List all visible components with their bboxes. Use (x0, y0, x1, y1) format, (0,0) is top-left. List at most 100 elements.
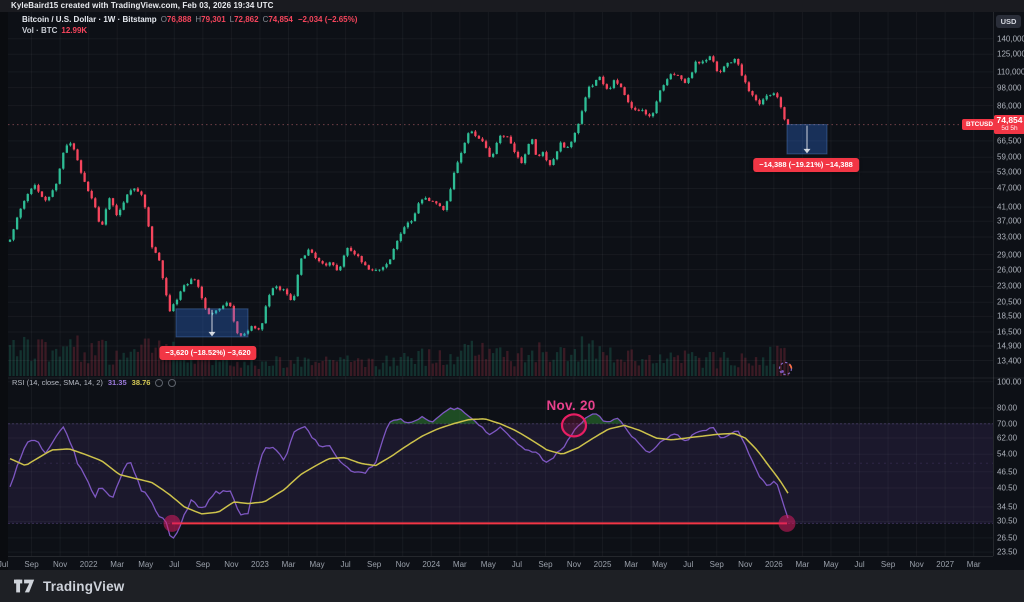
time-axis-label: Jul (169, 560, 180, 569)
price-tick-label: 37,000 (997, 216, 1022, 226)
time-axis-label: Sep (367, 560, 382, 569)
price-tick-label: 66,500 (997, 136, 1022, 146)
time-axis-label: Nov (566, 560, 582, 569)
price-tick-label: 59,000 (997, 152, 1022, 162)
time-axis-label: Mar (452, 560, 467, 569)
time-axis-label: Sep (195, 560, 210, 569)
rsi-tick-label: 62.00 (997, 433, 1018, 443)
nov20-circle[interactable] (560, 413, 588, 438)
time-axis-label: May (823, 560, 839, 569)
time-axis-label: Sep (880, 560, 896, 569)
rsi-title: RSI (14, close, SMA, 14, 2) (12, 378, 103, 387)
symbol-legend[interactable]: Bitcoin / U.S. Dollar · 1W · Bitstamp O76… (22, 15, 358, 24)
price-tick-label: 18,500 (997, 311, 1022, 321)
footer-bar: TradingView (0, 570, 1024, 602)
rsi-line (9, 407, 789, 539)
time-axis-label: Mar (624, 560, 638, 569)
time-axis-label: May (309, 560, 325, 569)
rsi-value: 31.35 (107, 378, 127, 387)
rsi-tick-label: 100.00 (997, 377, 1022, 387)
rsi-tick-label: 70.00 (997, 419, 1018, 429)
time-axis-label: Mar (281, 560, 296, 569)
price-scale[interactable]: USD 74,854 5d 5h 140,000 125,000 110,000 98… (993, 12, 1024, 557)
rsi-tick-label: 54.00 (997, 449, 1018, 459)
time-axis-label: Jul (511, 560, 523, 569)
rsi-tick-label: 34.50 (997, 502, 1018, 512)
volume-label: Vol · BTC (22, 25, 58, 35)
candles (8, 55, 790, 337)
rsi-visibility-icon[interactable] (155, 378, 164, 387)
volume-value: 12.99K (61, 25, 88, 35)
time-axis-label: Sep (709, 560, 724, 569)
tradingview-logo[interactable] (14, 577, 36, 595)
rsi-sma-line (9, 418, 789, 515)
time-axis[interactable]: Jul Sep Nov 2022 Mar May Jul Sep Nov 2023 Mar May Ju… (0, 556, 993, 570)
price-tick-label: 23,000 (997, 281, 1022, 291)
magic-refresh-icon[interactable] (777, 360, 794, 377)
nov20-annotation[interactable]: Nov. 20 (546, 398, 596, 413)
measure-box-left[interactable] (175, 308, 249, 338)
brand-text[interactable]: TradingView (43, 578, 125, 594)
rsi-overbought-fill (389, 408, 623, 424)
price-tick-label: 13,400 (997, 356, 1022, 366)
rsi-settings-icon[interactable] (168, 378, 177, 387)
time-axis-label: Nov (52, 560, 68, 569)
price-tick-label: 16,500 (997, 327, 1022, 337)
price-tick-label: 125,000 (997, 49, 1024, 59)
time-axis-label: Jul (340, 560, 351, 569)
measure-label-right: −14,388 (−19.21%) −14,388 (753, 157, 859, 172)
price-tick-label: 29,000 (997, 250, 1022, 260)
price-tick-label: 41,000 (997, 202, 1022, 212)
price-tick-label: 86,000 (997, 101, 1022, 111)
symbol-title: Bitcoin / U.S. Dollar · 1W · Bitstamp (22, 15, 157, 24)
time-axis-label: Mar (966, 560, 981, 569)
trendline-endpoint-left (163, 514, 181, 532)
price-tick-label: 33,000 (997, 232, 1022, 242)
rsi-sma-value: 38.76 (131, 378, 151, 387)
time-axis-label: Nov (395, 560, 410, 569)
time-axis-label: Sep (538, 560, 553, 569)
volume-bars (8, 335, 790, 376)
time-axis-label: May (480, 560, 496, 569)
rsi-tick-label: 26.50 (997, 533, 1018, 543)
time-axis-label: 2024 (422, 560, 441, 569)
price-tick-label: 14,900 (997, 341, 1022, 351)
time-axis-label: May (652, 560, 668, 569)
rsi-tick-label: 46.50 (997, 467, 1018, 477)
time-axis-label: Nov (909, 560, 924, 569)
time-axis-label: 2025 (593, 560, 612, 569)
price-tick-label: 140,000 (997, 34, 1024, 44)
time-axis-label: 2023 (251, 560, 269, 569)
time-axis-label: 2022 (79, 560, 98, 569)
currency-toggle-button[interactable]: USD (996, 15, 1021, 28)
trendline-endpoint-right (778, 514, 796, 532)
time-axis-label: Jul (854, 560, 865, 569)
time-axis-label: Sep (24, 560, 39, 569)
time-axis-label: Mar (110, 560, 125, 569)
rsi-tick-label: 80.00 (997, 403, 1018, 413)
price-tick-label: 53,000 (997, 167, 1022, 177)
time-axis-label: Jul (0, 560, 9, 569)
symbol-price-tag: BTCUSD (962, 119, 998, 131)
price-tick-label: 98,000 (997, 83, 1022, 93)
measure-box-right[interactable] (786, 124, 828, 155)
price-tick-label: 110,000 (997, 67, 1024, 77)
price-tick-label: 20,500 (997, 297, 1022, 307)
time-axis-label: Nov (738, 560, 753, 569)
change-value: −2,034 (−2.65%) (297, 15, 358, 24)
rsi-legend[interactable]: RSI (14, close, SMA, 14, 2) 31.35 38.76 (12, 378, 177, 387)
time-axis-label: 2027 (936, 560, 955, 569)
volume-legend[interactable]: Vol · BTC 12.99K (22, 26, 87, 35)
price-tick-label: 26,000 (997, 265, 1022, 275)
rsi-tick-label: 30.50 (997, 516, 1018, 526)
rsi-tick-label: 40.50 (997, 483, 1018, 493)
last-price-label: 74,854 5d 5h (994, 114, 1024, 134)
time-axis-label: Mar (795, 560, 810, 569)
time-axis-label: May (138, 560, 154, 569)
price-tick-label: 47,000 (997, 183, 1022, 193)
time-axis-label: Nov (224, 560, 239, 569)
left-margin (0, 12, 8, 570)
bar-countdown: 5d 5h (1001, 124, 1018, 132)
